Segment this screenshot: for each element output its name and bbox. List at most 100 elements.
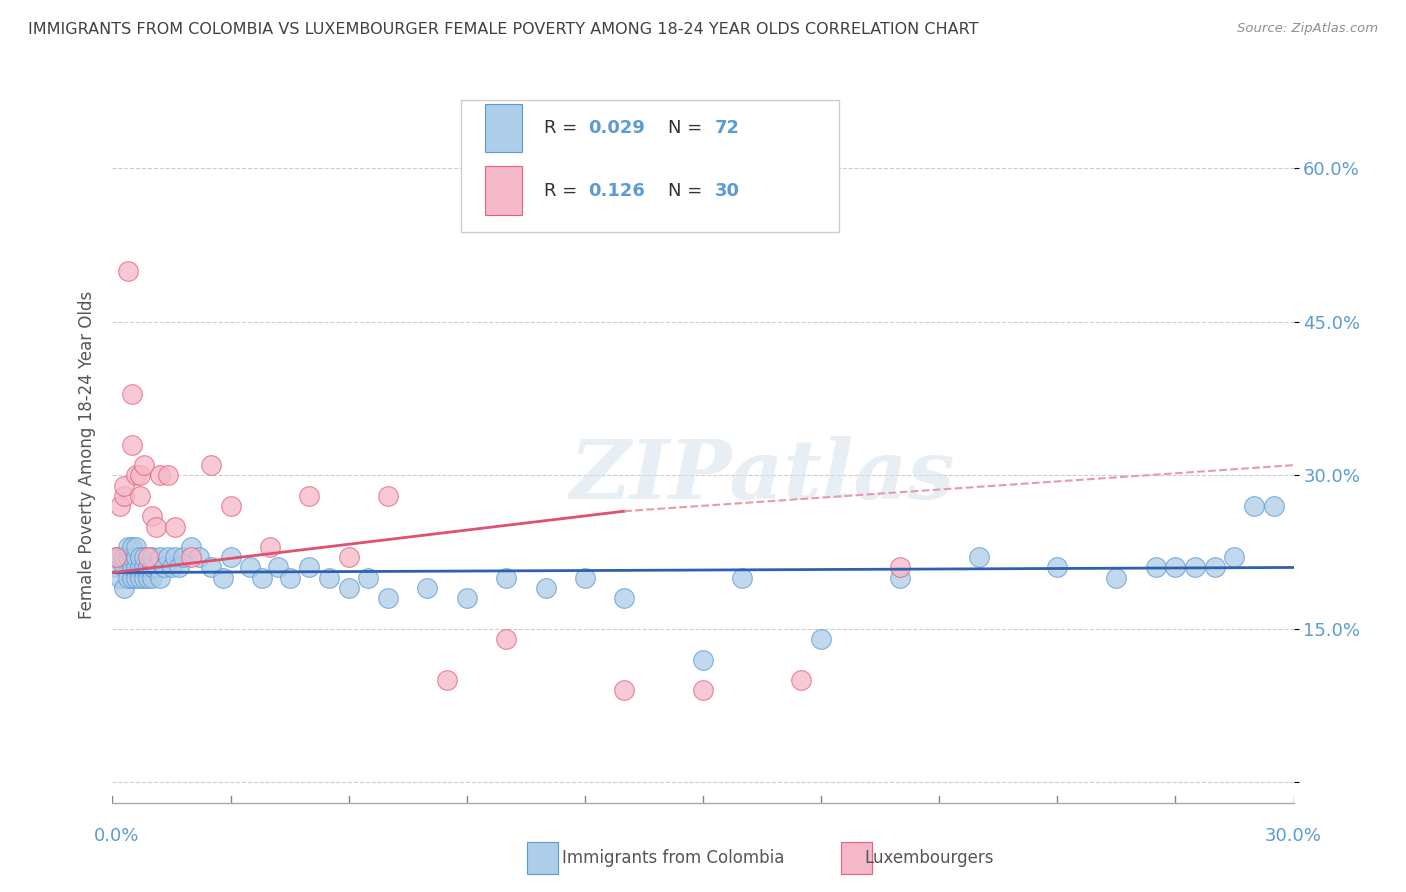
Point	[357, 571, 380, 585]
Point	[337, 550, 360, 565]
Point	[211, 571, 233, 585]
Text: R =: R =	[544, 182, 582, 200]
Point	[129, 550, 152, 565]
Point	[1243, 499, 1265, 513]
Point	[790, 673, 813, 687]
Point	[149, 571, 172, 585]
Point	[1204, 560, 1226, 574]
Point	[188, 550, 211, 565]
Point	[125, 560, 148, 574]
Point	[136, 560, 159, 574]
Point	[129, 489, 152, 503]
Point	[149, 550, 172, 565]
Point	[112, 478, 135, 492]
Point	[125, 468, 148, 483]
Point	[132, 458, 155, 472]
Point	[112, 560, 135, 574]
Point	[219, 499, 242, 513]
Point	[105, 560, 128, 574]
Point	[117, 550, 139, 565]
Point	[112, 489, 135, 503]
FancyBboxPatch shape	[485, 103, 522, 153]
Point	[125, 571, 148, 585]
Text: N =: N =	[668, 182, 707, 200]
Text: Luxembourgers: Luxembourgers	[865, 849, 994, 867]
Point	[121, 560, 143, 574]
Y-axis label: Female Poverty Among 18-24 Year Olds: Female Poverty Among 18-24 Year Olds	[77, 291, 96, 619]
Point	[267, 560, 290, 574]
Point	[318, 571, 340, 585]
Point	[132, 560, 155, 574]
Point	[889, 571, 911, 585]
Text: 0.029: 0.029	[589, 119, 645, 136]
Point	[298, 489, 321, 503]
Point	[117, 540, 139, 554]
Point	[416, 581, 439, 595]
Point	[112, 581, 135, 595]
Point	[141, 509, 163, 524]
Point	[110, 499, 132, 513]
Point	[125, 550, 148, 565]
Point	[1164, 560, 1187, 574]
Point	[239, 560, 262, 574]
Point	[117, 264, 139, 278]
Point	[121, 550, 143, 565]
Point	[156, 550, 179, 565]
Point	[810, 632, 832, 646]
Text: N =: N =	[668, 119, 707, 136]
Point	[156, 468, 179, 483]
Point	[129, 571, 152, 585]
Point	[259, 540, 281, 554]
Point	[250, 571, 273, 585]
Text: 30: 30	[714, 182, 740, 200]
Point	[278, 571, 301, 585]
FancyBboxPatch shape	[841, 842, 872, 874]
Point	[132, 571, 155, 585]
Point	[1184, 560, 1206, 574]
Point	[200, 560, 222, 574]
Point	[298, 560, 321, 574]
Point	[132, 550, 155, 565]
Point	[1105, 571, 1128, 585]
Point	[110, 571, 132, 585]
Point	[145, 519, 167, 533]
Point	[200, 458, 222, 472]
Point	[169, 560, 191, 574]
Point	[180, 540, 202, 554]
Text: 72: 72	[714, 119, 740, 136]
Point	[180, 550, 202, 565]
Point	[129, 560, 152, 574]
Point	[105, 550, 128, 565]
FancyBboxPatch shape	[485, 166, 522, 215]
Point	[149, 468, 172, 483]
Point	[117, 571, 139, 585]
Point	[436, 673, 458, 687]
Point	[112, 550, 135, 565]
Text: 0.0%: 0.0%	[94, 827, 139, 845]
Point	[495, 571, 517, 585]
Point	[1144, 560, 1167, 574]
Point	[692, 683, 714, 698]
Point	[129, 468, 152, 483]
Point	[165, 550, 187, 565]
Point	[613, 683, 636, 698]
Point	[136, 571, 159, 585]
Point	[136, 550, 159, 565]
FancyBboxPatch shape	[461, 100, 839, 232]
Point	[165, 519, 187, 533]
Point	[141, 560, 163, 574]
Point	[377, 489, 399, 503]
Point	[141, 571, 163, 585]
Point	[172, 550, 194, 565]
Point	[495, 632, 517, 646]
Text: 30.0%: 30.0%	[1265, 827, 1322, 845]
Point	[534, 581, 557, 595]
Point	[121, 438, 143, 452]
Point	[574, 571, 596, 585]
Point	[125, 540, 148, 554]
Point	[121, 540, 143, 554]
Point	[889, 560, 911, 574]
Point	[141, 550, 163, 565]
Text: Source: ZipAtlas.com: Source: ZipAtlas.com	[1237, 22, 1378, 36]
Point	[337, 581, 360, 595]
